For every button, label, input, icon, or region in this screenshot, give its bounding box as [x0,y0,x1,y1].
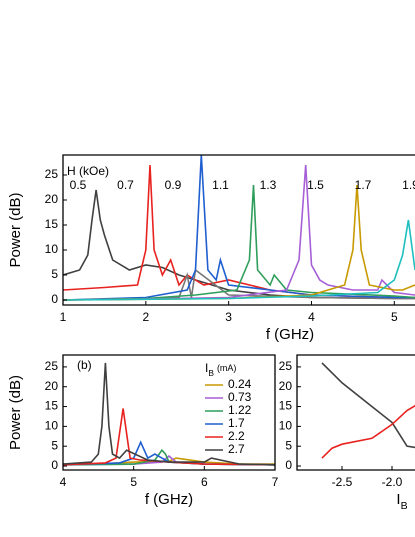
frame [62,154,415,306]
annotation: 0.7 [117,178,134,192]
y-tick-label: 15 [45,399,59,413]
series-line [321,404,415,459]
series-line [63,155,415,301]
annotation: 1.7 [355,178,372,192]
y-axis-label: Power (dB) [7,375,24,450]
y-tick-label: 10 [45,419,59,433]
series-line [63,219,415,301]
y-tick-label: 5 [51,438,58,452]
annotation: 0.5 [70,178,87,192]
y-tick-label: 0 [285,458,292,472]
x-tick-label: -2.0 [382,475,403,489]
annotation: 1.5 [307,178,324,192]
legend-title-main: I [205,361,208,375]
legend-label: 2.7 [228,442,245,456]
legend-title-sub: B [208,368,214,378]
y-tick-label: 5 [51,267,58,281]
x-tick-label: 5 [130,475,137,489]
panel-label: (b) [77,358,92,372]
x-axis-label: f (GHz) [145,491,193,508]
x-tick-label: 1 [60,310,67,324]
annotation: 0.9 [165,178,182,192]
legend-title: IB (mA) [205,361,236,378]
y-tick-label: 15 [45,217,59,231]
y-tick-label: 20 [45,379,59,393]
x-tick-label: 4 [60,475,67,489]
x-tick-label: 5 [391,310,398,324]
y-axis-label: Power (dB) [7,192,24,267]
series-line [63,164,415,301]
x-tick-label: 7 [272,475,279,489]
x-axis-label: f (GHz) [266,326,314,343]
x-tick-label: 3 [225,310,232,324]
legend-label: 1.7 [228,416,245,430]
x-tick-label: 6 [201,475,208,489]
y-tick-label: 20 [45,192,59,206]
y-tick-label: 20 [279,379,293,393]
series-line [63,362,275,466]
legend-label: 0.24 [228,377,252,391]
series-line [321,362,415,449]
y-tick-label: 15 [279,399,293,413]
x-axis-label-main: I [396,491,400,508]
legend-title-suffix: (mA) [217,363,237,373]
x-axis-label: IB [396,491,407,512]
annotation-title: H (kOe) [67,164,109,178]
y-tick-label: 5 [285,438,292,452]
y-tick-label: 25 [45,167,59,181]
series-line [63,408,275,466]
series-line [63,189,415,300]
annotation: 1.3 [260,178,277,192]
annotation: 1.9 [402,178,415,192]
legend-label: 2.2 [228,429,245,443]
frame [296,354,415,471]
legend-label: 0.73 [228,390,252,404]
y-tick-label: 10 [279,419,293,433]
x-tick-label: 2 [142,310,149,324]
y-tick-label: 25 [279,359,293,373]
y-tick-label: 10 [45,242,59,256]
x-tick-label: -2.5 [332,475,353,489]
x-axis-label-sub: B [401,500,408,512]
legend-label: 1.22 [228,403,252,417]
y-tick-label: 0 [51,292,58,306]
y-tick-label: 25 [45,359,59,373]
x-tick-label: 4 [308,310,315,324]
y-tick-label: 0 [51,458,58,472]
series-line [63,184,415,301]
annotation: 1.1 [212,178,229,192]
